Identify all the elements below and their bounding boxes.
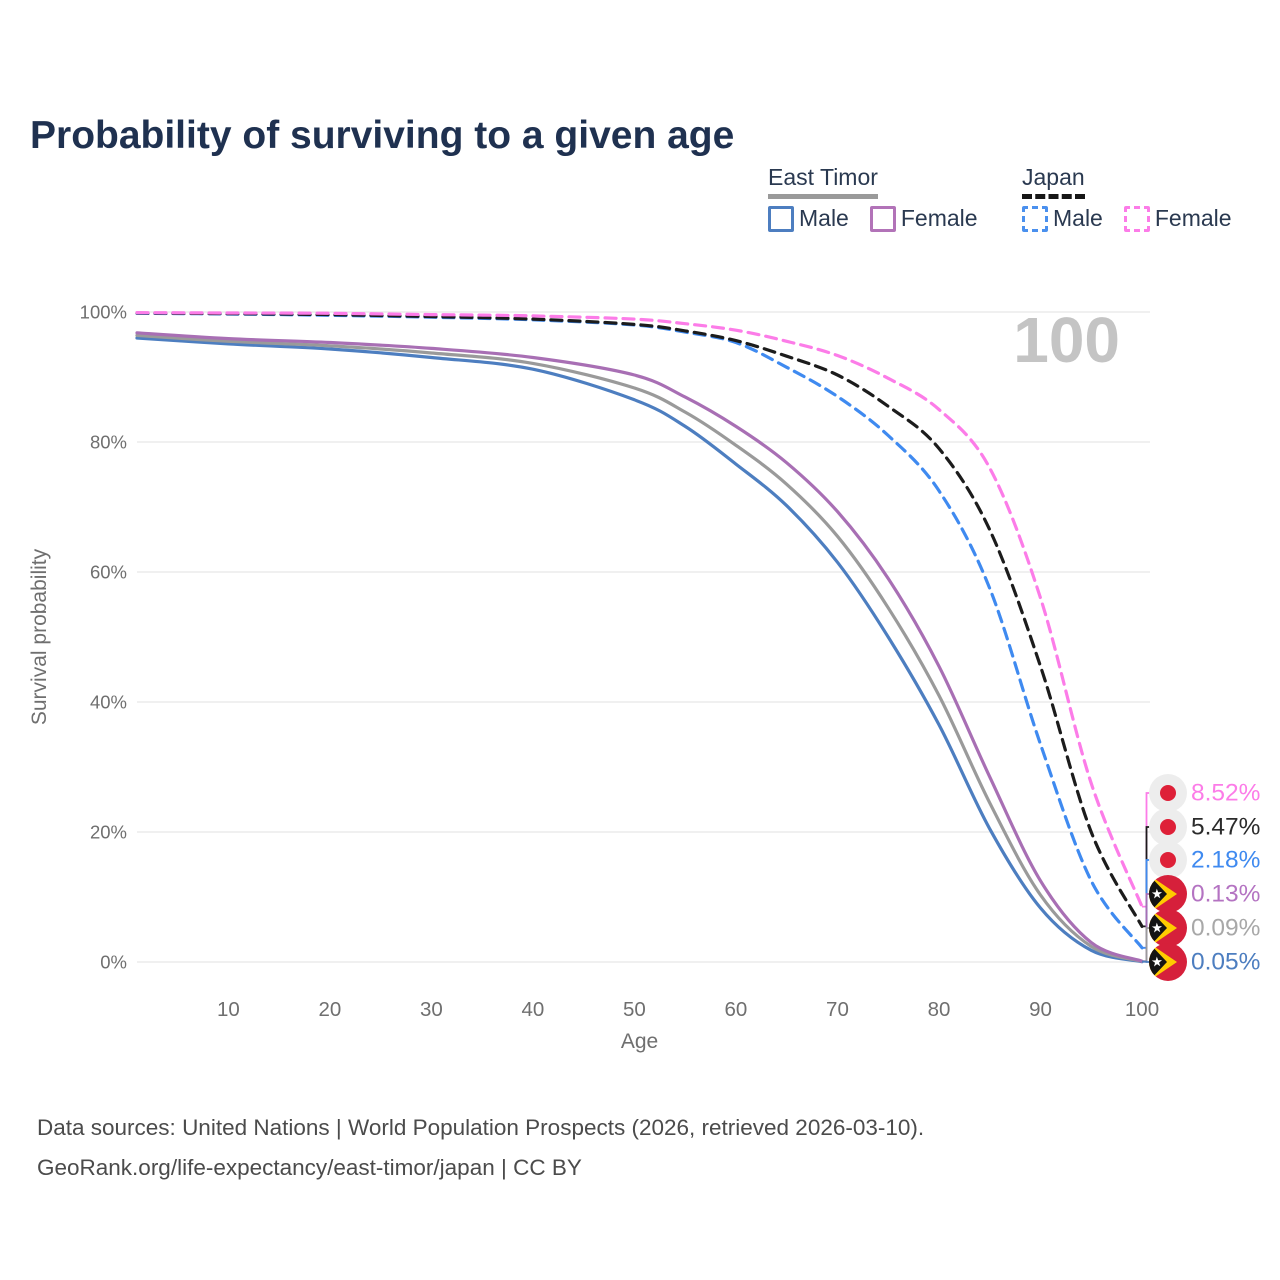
x-axis-tick-label: 70 <box>826 998 849 1021</box>
y-axis-title: Survival probability <box>28 548 51 725</box>
legend-group-title-east-timor: East Timor <box>768 164 878 199</box>
legend-item-label: Male <box>799 205 849 231</box>
series-lines <box>135 311 1144 964</box>
axes: 10 20 30 40 50 60 70 80 90 100 Age Survival probabi… <box>28 548 1159 1053</box>
x-axis-tick-label: 20 <box>318 998 341 1021</box>
line-style-swatch-icon <box>768 205 794 232</box>
y-axis-tick-label: 60% <box>90 562 127 583</box>
legend-group-east-timor: East Timor Male Female <box>768 164 978 232</box>
x-axis-tick-label: 30 <box>420 998 443 1021</box>
y-axis-tick-label: 80% <box>90 432 127 453</box>
hover-age-watermark: 100 <box>1013 304 1120 376</box>
legend-group-japan: Japan Male Female <box>1022 164 1232 232</box>
legend-item-japan-female[interactable]: Female <box>1123 205 1232 232</box>
y-axis-tick-label: 40% <box>90 692 127 713</box>
series-line-east-timor-average[interactable] <box>135 333 1144 963</box>
end-value-label-japan-average: 5.47% <box>1191 814 1260 841</box>
end-value-label-east-timor-male: 0.05% <box>1191 949 1260 976</box>
line-style-swatch-icon <box>1022 205 1048 232</box>
series-line-japan-male[interactable] <box>135 311 1144 950</box>
japan-flag-icon <box>1149 808 1187 846</box>
end-value-label-japan-male: 2.18% <box>1191 847 1260 874</box>
y-axis-tick-label: 20% <box>90 822 127 843</box>
x-axis-tick-label: 90 <box>1029 998 1052 1021</box>
label-connector <box>1142 927 1150 963</box>
japan-flag-icon <box>1149 841 1187 879</box>
east-timor-flag-icon <box>1149 943 1187 981</box>
end-value-labels: 8.52% 5.47% 2.18% 0.13% 0.09% 0.05% <box>1142 774 1260 981</box>
end-value-label-japan-female: 8.52% <box>1191 780 1260 807</box>
line-style-swatch-icon <box>1123 205 1150 232</box>
legend-item-label: Female <box>1154 205 1232 231</box>
footer-line-url: GeoRank.org/life-expectancy/east-timor/j… <box>37 1155 582 1180</box>
series-line-east-timor-female[interactable] <box>135 331 1144 963</box>
japan-flag-icon <box>1149 774 1187 812</box>
legend-item-east-timor-male[interactable]: Male <box>768 205 849 232</box>
series-line-east-timor-male[interactable] <box>135 336 1144 964</box>
footer-line-sources: Data sources: United Nations | World Pop… <box>37 1115 925 1140</box>
gridlines: 0% 20% 40% 60% 80% 100% <box>80 302 1150 973</box>
x-axis-tick-label: 80 <box>928 998 951 1021</box>
series-line-japan-average[interactable] <box>135 311 1144 928</box>
end-value-label-east-timor-female: 0.13% <box>1191 881 1260 908</box>
data-sources-footer: Data sources: United Nations | World Pop… <box>37 1108 924 1188</box>
series-line-japan-female[interactable] <box>135 311 1144 909</box>
x-axis-tick-label: 40 <box>522 998 545 1021</box>
legend-group-title-japan: Japan <box>1022 164 1085 199</box>
x-axis-tick-label: 60 <box>725 998 748 1021</box>
east-timor-flag-icon <box>1149 875 1187 913</box>
x-axis-tick-label: 50 <box>623 998 646 1021</box>
legend-item-japan-male[interactable]: Male <box>1022 205 1103 232</box>
end-value-label-east-timor-average: 0.09% <box>1191 915 1260 942</box>
east-timor-flag-icon <box>1149 909 1187 947</box>
x-axis-tick-label: 100 <box>1125 998 1159 1021</box>
legend-item-label: Female <box>900 205 978 231</box>
y-axis-tick-label: 100% <box>80 302 127 323</box>
legend-item-east-timor-female[interactable]: Female <box>869 205 978 232</box>
y-axis-tick-label: 0% <box>100 952 127 973</box>
x-axis-tick-label: 10 <box>217 998 240 1021</box>
line-style-swatch-icon <box>869 205 896 232</box>
x-axis-title: Age <box>621 1030 658 1053</box>
page-title: Probability of surviving to a given age <box>30 114 735 158</box>
legend-item-label: Male <box>1053 205 1103 231</box>
